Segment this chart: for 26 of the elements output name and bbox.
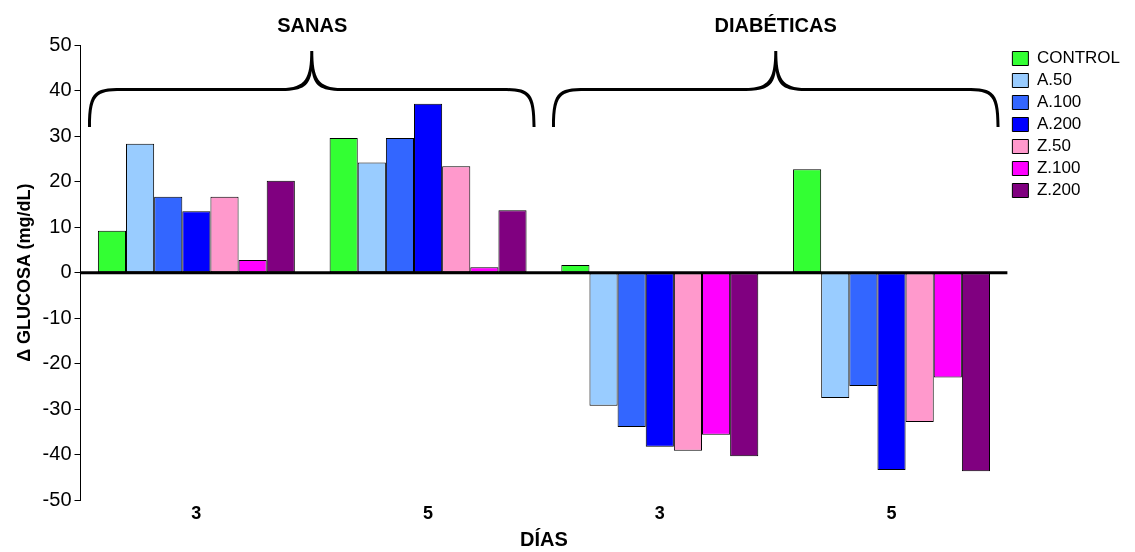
y-tick-label: 40	[49, 78, 72, 101]
text: SANAS	[277, 14, 348, 37]
y-tick-label: -30	[42, 396, 72, 419]
y-tick-label: 50	[49, 32, 72, 55]
y-tick-label: -10	[42, 305, 72, 328]
y-tick-label: -40	[42, 442, 72, 465]
x-tick-label: 3	[191, 503, 202, 524]
legend-label: A.100	[1036, 92, 1082, 112]
x-tick-label: 5	[423, 503, 434, 524]
x-tick-label: 3	[654, 503, 665, 524]
legend-label: Z.200	[1036, 180, 1081, 200]
legend-label: CONTROL	[1036, 48, 1121, 68]
y-tick-label: 10	[49, 214, 72, 237]
legend-label: Z.100	[1036, 158, 1081, 178]
text: DIABÉTICAS	[714, 14, 837, 37]
y-axis-title: Δ GLUCOSA (mg/dL)	[13, 183, 34, 362]
x-axis-title: DÍAS	[520, 527, 568, 550]
legend-label: Z.50	[1036, 136, 1071, 156]
y-tick-label: 20	[49, 169, 72, 192]
legend-label: A.50	[1036, 70, 1072, 90]
y-tick-label: 30	[49, 123, 72, 146]
y-tick-label: 0	[60, 260, 72, 283]
legend-label: A.200	[1036, 114, 1082, 134]
x-tick-label: 5	[886, 503, 897, 524]
y-tick-label: -50	[42, 487, 72, 510]
y-tick-label: -20	[42, 351, 72, 374]
